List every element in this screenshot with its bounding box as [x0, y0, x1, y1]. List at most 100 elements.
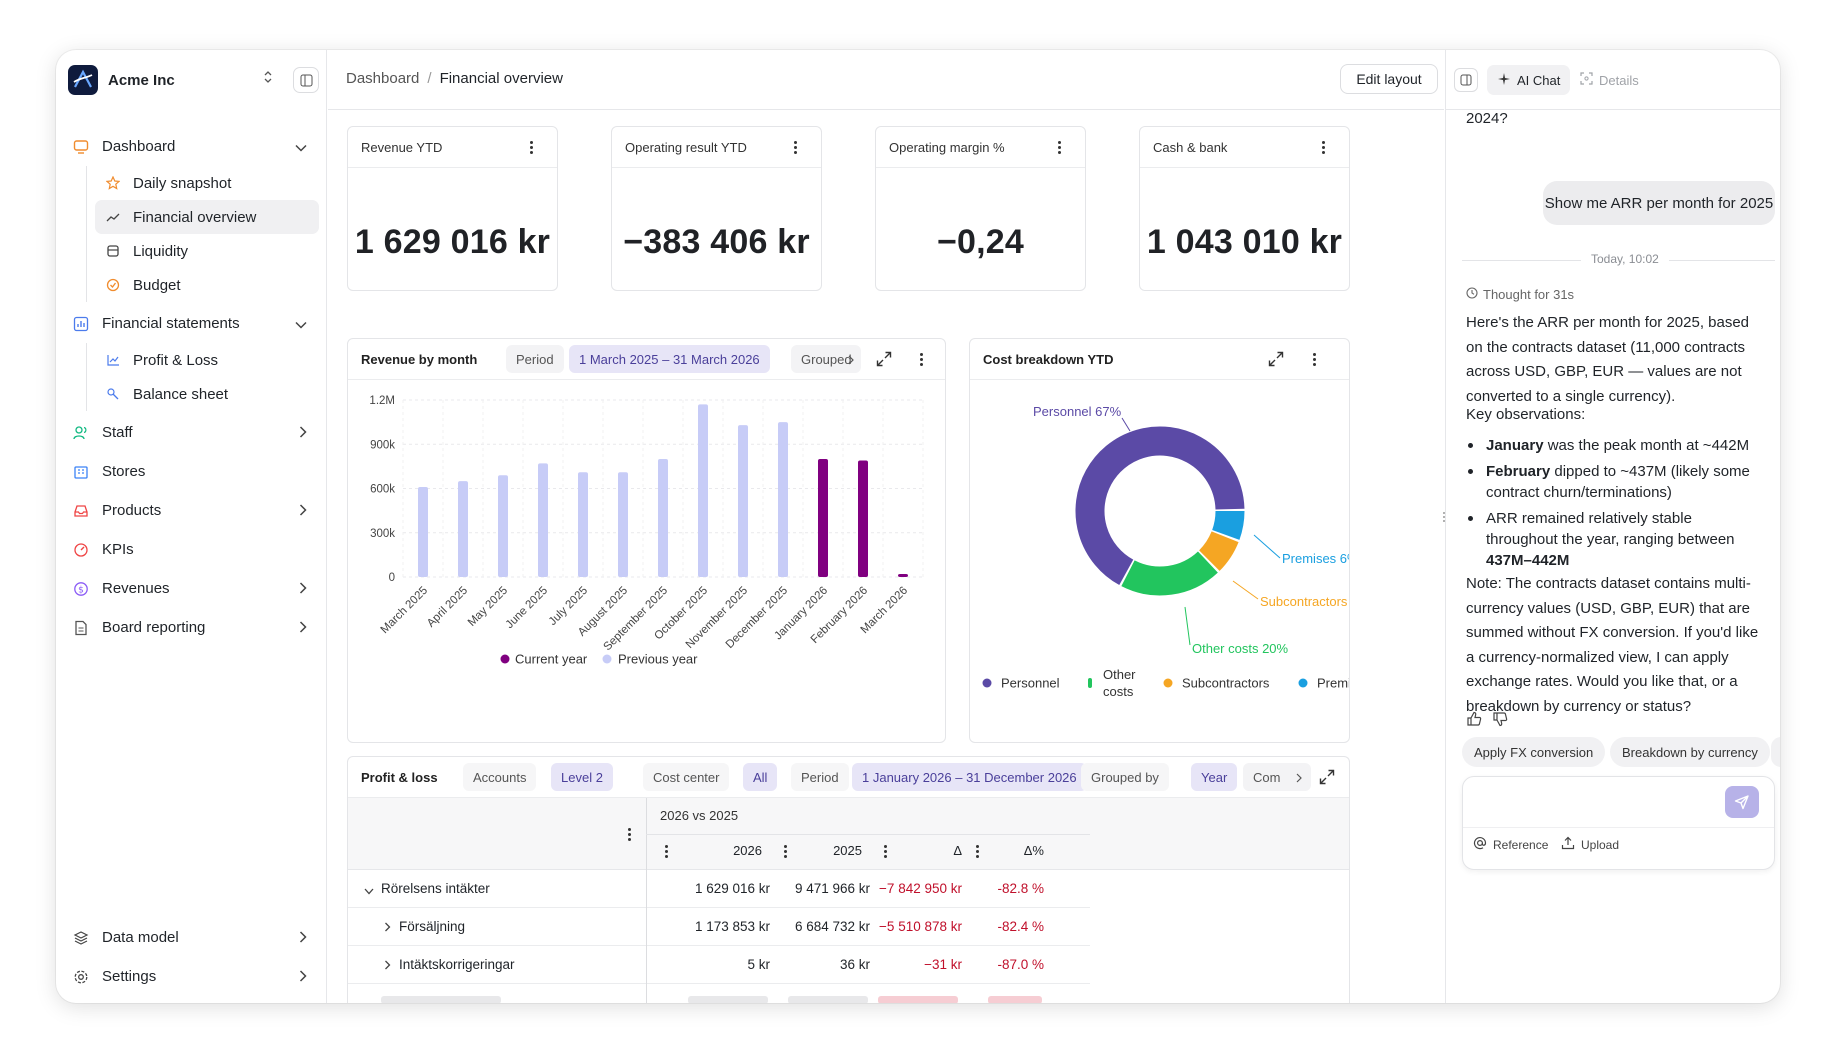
nav-staff[interactable]: Staff [64, 413, 319, 452]
bar-current-year[interactable] [858, 460, 868, 577]
bar-current-year[interactable] [818, 459, 828, 577]
send-button[interactable] [1725, 786, 1759, 818]
bar-previous-year[interactable] [498, 475, 508, 577]
suggestions-overflow [1771, 737, 1780, 767]
donut-slice-personnel[interactable] [1065, 416, 1255, 606]
bar-previous-year[interactable] [778, 422, 788, 577]
nav-financial-overview[interactable]: Financial overview [95, 200, 319, 234]
more-icon[interactable] [1051, 137, 1067, 157]
bar-previous-year[interactable] [658, 459, 668, 577]
nav-financial-statements[interactable]: Financial statements [64, 304, 319, 343]
bar-previous-year[interactable] [618, 472, 628, 577]
more-icon[interactable] [1306, 349, 1322, 369]
kpi-card-revenue: Revenue YTD 1 629 016 kr [347, 126, 558, 291]
reference-button[interactable]: Reference [1473, 836, 1548, 853]
compare-picker[interactable]: Com [1243, 763, 1311, 791]
nav-profit-loss[interactable]: Profit & Loss [95, 343, 319, 377]
column-menu-icon[interactable] [877, 841, 893, 861]
kpi-label: Operating margin % [889, 139, 1005, 155]
bullet-bold: January [1486, 437, 1544, 454]
nav-stores[interactable]: Stores [64, 452, 319, 491]
expand-icon[interactable] [875, 350, 893, 368]
bar-previous-year[interactable] [698, 404, 708, 577]
chevron-updown-icon[interactable] [264, 71, 272, 86]
row-header-menu-icon[interactable] [621, 824, 637, 844]
suggestion-breakdown-currency[interactable]: Breakdown by currency [1610, 737, 1770, 767]
kpi-card-operating-margin: Operating margin % −0,24 [875, 126, 1086, 291]
period-picker[interactable]: 1 January 2026 – 31 December 2026 [852, 763, 1087, 791]
donut-slice-premises[interactable] [1075, 426, 1245, 596]
chevron-right-icon[interactable] [384, 958, 391, 973]
panel-resize-handle[interactable] [1442, 512, 1446, 526]
tab-details[interactable]: Details [1570, 65, 1649, 95]
nav-revenues[interactable]: $ Revenues [64, 569, 319, 608]
star-icon [105, 175, 121, 191]
more-icon[interactable] [523, 137, 539, 157]
table-row[interactable]: Intäktskorrigeringar 5 kr 36 kr −31 kr -… [348, 946, 1090, 984]
nav-settings[interactable]: Settings [64, 957, 319, 996]
bar-previous-year[interactable] [578, 472, 588, 577]
bar-current-year[interactable] [898, 574, 908, 577]
edit-layout-button[interactable]: Edit layout [1340, 64, 1438, 94]
breadcrumb-root[interactable]: Dashboard [346, 70, 420, 87]
callout-line-subcontractors [1232, 580, 1259, 600]
cost-center-picker[interactable]: All [743, 763, 778, 791]
accounts-picker[interactable]: Level 2 [551, 763, 613, 791]
nav-daily-snapshot[interactable]: Daily snapshot [95, 166, 319, 200]
nav-liquidity[interactable]: Liquidity [95, 234, 319, 268]
column-menu-icon[interactable] [777, 841, 793, 861]
donut-slice-other-costs[interactable] [1061, 412, 1259, 610]
nav-balance-sheet[interactable]: Balance sheet [95, 377, 319, 411]
column-menu-icon[interactable] [969, 841, 985, 861]
bar-previous-year[interactable] [418, 487, 428, 577]
column-menu-icon[interactable] [658, 841, 674, 861]
chat-input[interactable] [1473, 785, 1717, 821]
chevron-down-icon[interactable] [364, 883, 374, 898]
period-label: Period [506, 345, 564, 373]
x-tick-label: April 2025 [425, 585, 470, 630]
top-bar: Dashboard / Financial overview Edit layo… [328, 50, 1444, 110]
body-divider [646, 870, 647, 1003]
period-picker[interactable]: 1 March 2025 – 31 March 2026 [569, 345, 770, 373]
expand-icon[interactable] [1318, 768, 1336, 786]
more-icon[interactable] [913, 349, 929, 369]
table-row[interactable]: Rörelsens intäkter 1 629 016 kr 9 471 96… [348, 870, 1090, 908]
chevron-down-icon [295, 139, 307, 156]
thought-indicator[interactable]: Thought for 31s [1466, 287, 1574, 302]
nav-kpis[interactable]: KPIs [64, 530, 319, 569]
chevron-right-icon[interactable] [384, 920, 391, 935]
nav-dashboard[interactable]: Dashboard [64, 127, 319, 166]
breadcrumb-separator: / [427, 70, 432, 87]
bar-previous-year[interactable] [538, 463, 548, 577]
suggestion-fx-conversion[interactable]: Apply FX conversion [1462, 737, 1606, 767]
cell-delta: −7 842 950 kr [879, 881, 962, 896]
nav-budget[interactable]: Budget [95, 268, 319, 302]
bar-previous-year[interactable] [458, 481, 468, 577]
thumbs-down-icon[interactable] [1492, 711, 1508, 731]
more-icon[interactable] [1315, 137, 1331, 157]
panel-toggle-button[interactable] [1454, 68, 1478, 92]
expand-icon[interactable] [1267, 350, 1285, 368]
table-row[interactable]: Försäljning 1 173 853 kr 6 684 732 kr −5… [348, 908, 1090, 946]
grouped-picker[interactable]: Grouped [791, 345, 861, 373]
revenue-chart-header: Revenue by month [348, 339, 945, 380]
slice-label-other: Other costs 20% [1192, 641, 1289, 656]
grouped-by-picker[interactable]: Year [1191, 763, 1238, 791]
nav-data-model[interactable]: Data model [64, 918, 319, 957]
nav-settings-label: Settings [102, 968, 157, 985]
upload-button[interactable]: Upload [1561, 836, 1619, 853]
key-observations-heading: Key observations: [1466, 406, 1586, 423]
nav-board-reporting[interactable]: Board reporting [64, 608, 319, 647]
chat-scroll: 2024? Show me ARR per month for 2025 Tod… [1446, 110, 1780, 903]
more-icon[interactable] [787, 137, 803, 157]
user-message-bubble: Show me ARR per month for 2025 [1543, 181, 1775, 225]
user-message-text: Show me ARR per month for 2025 [1544, 194, 1774, 212]
nav-products[interactable]: Products [64, 491, 319, 530]
thumbs-up-icon[interactable] [1466, 711, 1482, 731]
org-switcher[interactable]: Acme Inc [68, 63, 319, 97]
bar-previous-year[interactable] [738, 425, 748, 577]
tab-ai-chat[interactable]: AI Chat [1487, 65, 1571, 95]
sidebar-toggle-button[interactable] [293, 67, 319, 93]
donut-slice-subcontractors[interactable] [1069, 420, 1251, 602]
